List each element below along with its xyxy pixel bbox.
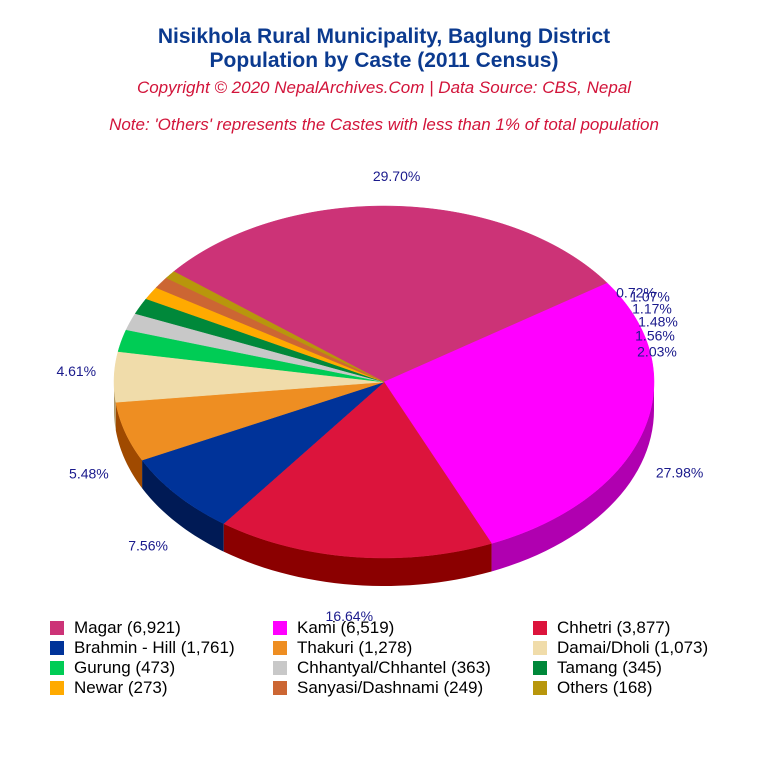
slice-label-brahmin-hill: 7.56% (128, 538, 168, 554)
slice-label-tamang: 1.48% (638, 314, 678, 330)
legend-item-sanyasi-dashnami: Sanyasi/Dashnami (249) (273, 678, 483, 698)
legend-label: Damai/Dholi (1,073) (557, 638, 709, 657)
slice-newar (145, 287, 385, 383)
legend-label: Brahmin - Hill (1,761) (74, 638, 235, 657)
slice-chhantyal-chhantel (125, 313, 385, 383)
slice-label-others: 0.72% (616, 285, 656, 301)
legend-label: Others (168) (557, 678, 653, 697)
legend-swatch (273, 681, 287, 695)
legend-label: Sanyasi/Dashnami (249) (297, 678, 484, 697)
slice-magar (173, 205, 608, 383)
slice-brahmin-hill (141, 381, 385, 524)
legend-item-others: Others (168) (533, 678, 652, 698)
slice-gurung (117, 329, 385, 383)
legend-label: Chhantyal/Chhantel (363) (297, 658, 491, 677)
slice-label-chhetri: 16.64% (326, 608, 373, 624)
legend-swatch (273, 621, 287, 635)
slice-tamang (134, 298, 385, 383)
legend-swatch (533, 641, 547, 655)
legend-item-kami: Kami (6,519) (273, 618, 394, 638)
legend-label: Kami (6,519) (297, 618, 395, 637)
legend-label: Newar (273) (74, 678, 168, 697)
slice-thakuri (115, 381, 385, 461)
slice-label-sanyasi-dashnami: 1.07% (630, 289, 670, 305)
legend-item-brahmin-hill: Brahmin - Hill (1,761) (50, 638, 235, 658)
legend-item-newar: Newar (273) (50, 678, 168, 698)
slice-damai-dholi (113, 351, 385, 403)
legend-label: Tamang (345) (557, 658, 662, 677)
slice-label-thakuri: 5.48% (69, 466, 109, 482)
legend-swatch (533, 681, 547, 695)
slice-label-damai-dholi: 4.61% (56, 363, 96, 379)
legend-swatch (273, 641, 287, 655)
slice-side-chhetri (223, 523, 492, 586)
legend-label: Thakuri (1,278) (297, 638, 413, 657)
copyright-text: Copyright © 2020 NepalArchives.Com | Dat… (136, 78, 632, 97)
legend-swatch (533, 661, 547, 675)
legend-swatch (50, 641, 64, 655)
legend-swatch (273, 661, 287, 675)
legend-item-magar: Magar (6,921) (50, 618, 181, 638)
note-text: Note: 'Others' represents the Castes wit… (109, 115, 659, 134)
chart-title-line1: Nisikhola Rural Municipality, Baglung Di… (157, 25, 611, 48)
slice-sanyasi-dashnami (155, 277, 385, 383)
slice-label-magar: 29.70% (373, 168, 420, 184)
slice-kami (383, 282, 655, 544)
legend-label: Gurung (473) (74, 658, 176, 677)
slice-side-brahmin-hill (142, 460, 224, 552)
slice-chhetri (223, 381, 492, 559)
legend-item-tamang: Tamang (345) (533, 658, 662, 678)
legend-label: Chhetri (3,877) (557, 618, 671, 637)
slice-side-thakuri (115, 402, 143, 489)
legend-swatch (50, 681, 64, 695)
legend-item-thakuri: Thakuri (1,278) (273, 638, 412, 658)
legend-item-chhetri: Chhetri (3,877) (533, 618, 670, 638)
legend-swatch (50, 621, 64, 635)
legend-item-damai-dholi: Damai/Dholi (1,073) (533, 638, 708, 658)
slice-label-gurung: 2.03% (637, 344, 677, 360)
legend-swatch (533, 621, 547, 635)
legend-item-chhantyal-chhantel: Chhantyal/Chhantel (363) (273, 658, 491, 678)
legend-label: Magar (6,921) (74, 618, 181, 637)
chart-title-line2: Population by Caste (2011 Census) (209, 49, 559, 72)
slice-others (165, 271, 385, 383)
legend-swatch (50, 661, 64, 675)
slice-label-kami: 27.98% (656, 465, 703, 481)
slice-label-newar: 1.17% (632, 301, 672, 317)
slice-side-kami (491, 382, 654, 572)
legend-item-gurung: Gurung (473) (50, 658, 175, 678)
slice-label-chhantyal-chhantel: 1.56% (635, 328, 675, 344)
